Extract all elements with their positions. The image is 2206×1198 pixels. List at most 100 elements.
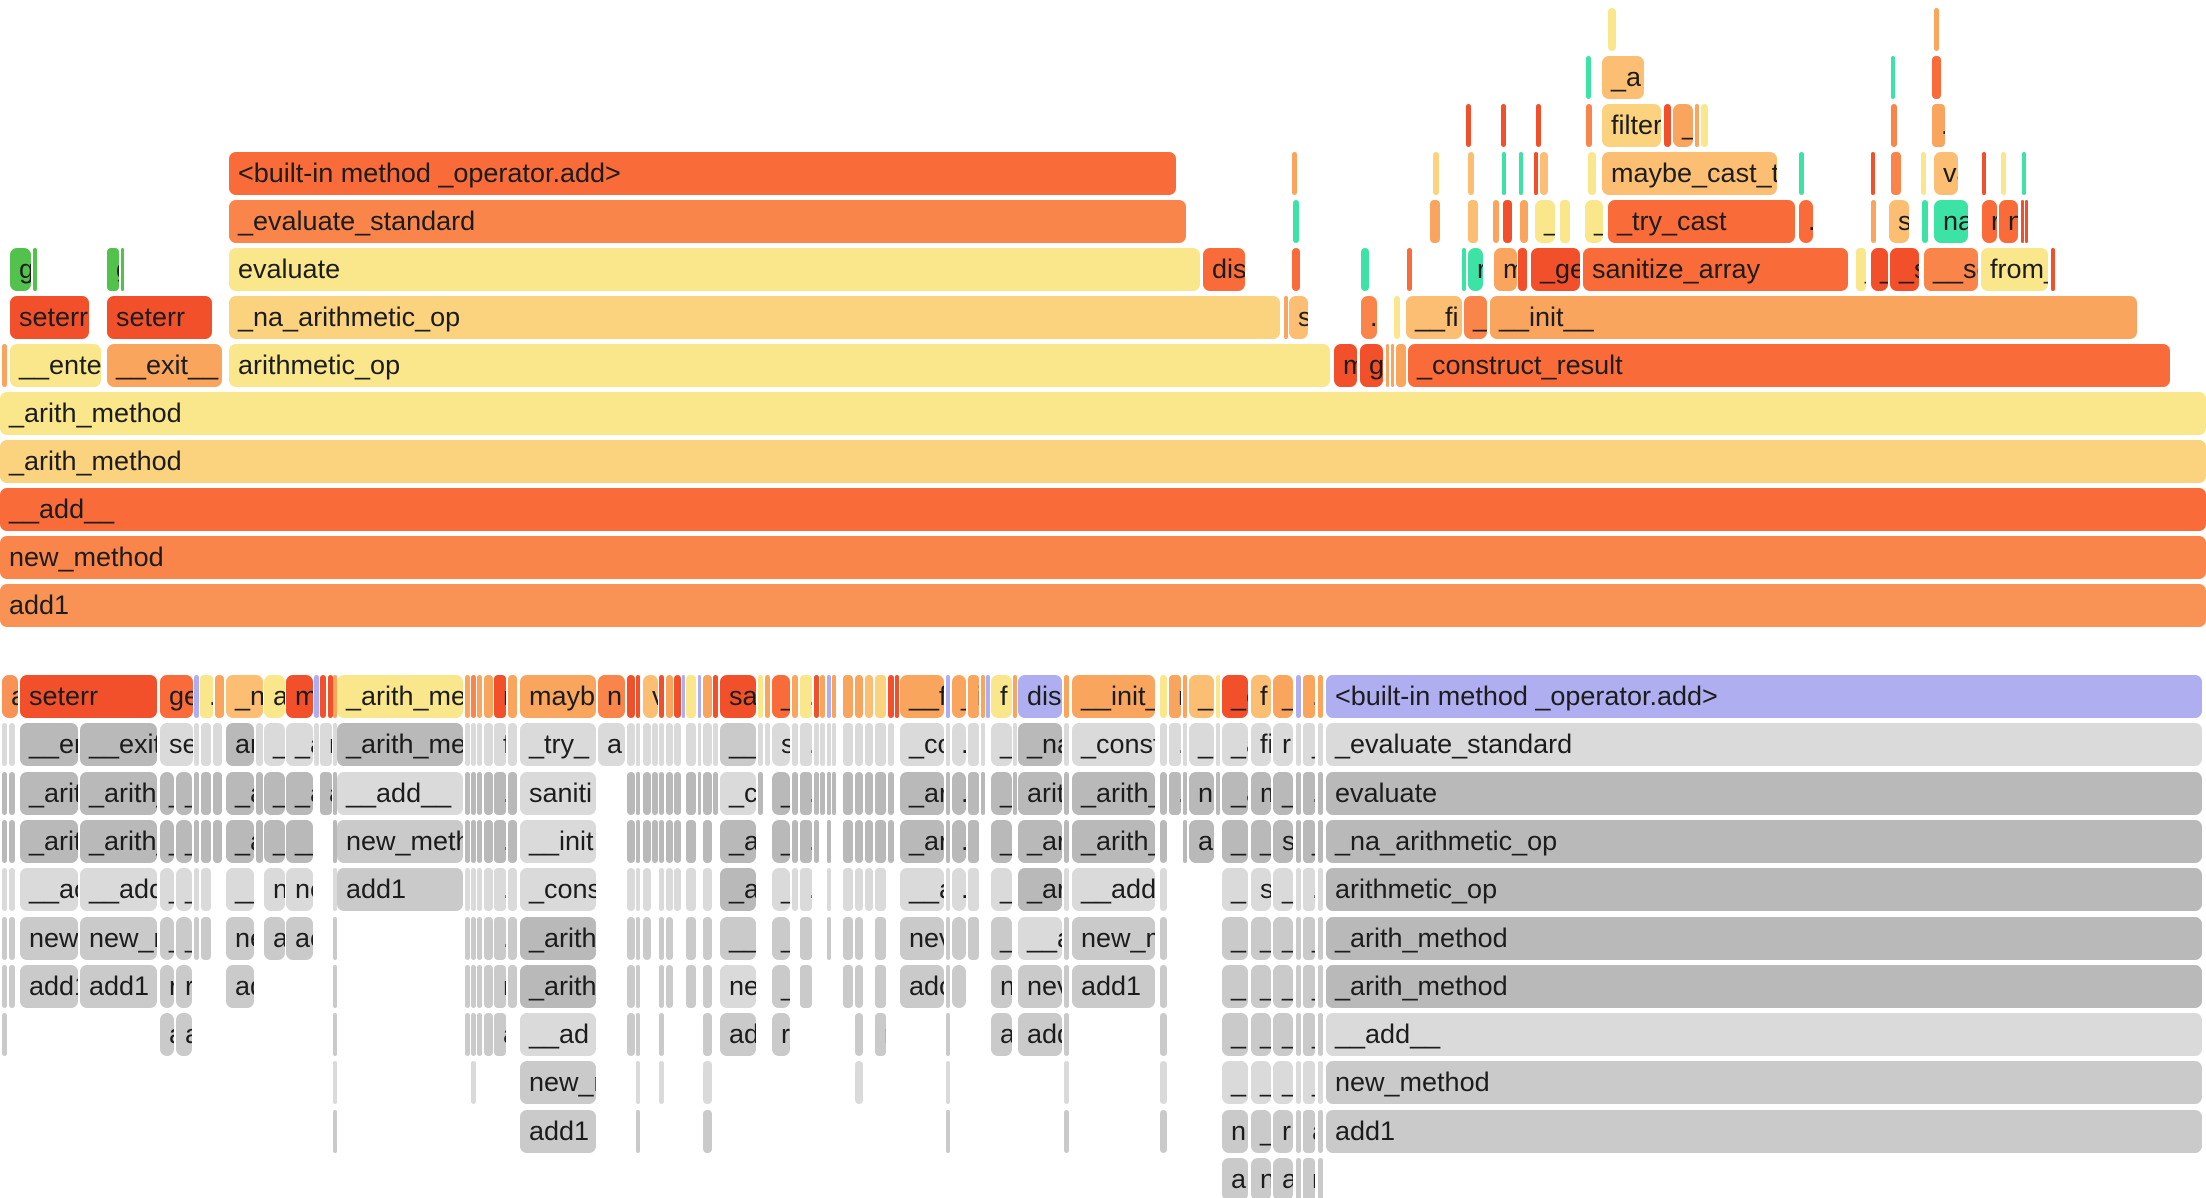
frame-sliver[interactable] (827, 820, 831, 863)
frame-sliver[interactable] (1160, 820, 1167, 863)
frame-sliver[interactable] (477, 868, 482, 911)
frame-sliver[interactable] (1183, 820, 1187, 863)
frame-construct-result[interactable]: _construct_result (1408, 344, 2170, 387)
frame-sliver[interactable] (888, 723, 894, 766)
frame-frame[interactable]: . (213, 772, 222, 815)
frame-a[interactable]: a (494, 1013, 506, 1056)
frame-try-cast[interactable]: _try_cast (1608, 200, 1795, 243)
frame-sliver[interactable] (1296, 1061, 1301, 1104)
frame-r[interactable]: r (1273, 723, 1293, 766)
frame-sliver[interactable] (1588, 152, 1596, 195)
frame-sliver[interactable] (1433, 152, 1439, 195)
frame-sliver[interactable] (1586, 56, 1591, 99)
frame-sliver[interactable] (981, 723, 985, 766)
frame-sliver[interactable] (1296, 1110, 1301, 1153)
frame-ge[interactable]: ge (160, 675, 193, 718)
frame-n[interactable]: n (264, 868, 285, 911)
frame-frame[interactable]: . (686, 723, 696, 766)
frame-sliver[interactable] (865, 820, 873, 863)
frame-sliver[interactable] (314, 675, 319, 718)
frame-sliver[interactable] (1982, 152, 1986, 195)
frame-sliver[interactable] (855, 723, 863, 766)
frame-sliver[interactable] (1318, 723, 1323, 766)
frame-sliver[interactable] (1932, 56, 1941, 99)
frame-sliver[interactable] (820, 723, 825, 766)
frame-sliver[interactable] (765, 723, 770, 766)
frame-add[interactable]: __add (80, 868, 157, 911)
frame-frame[interactable]: . (952, 820, 966, 863)
frame-sliver[interactable] (1462, 248, 1466, 291)
frame-sliver[interactable] (1296, 820, 1301, 863)
frame-a[interactable]: __a (1018, 917, 1062, 960)
frame-add1[interactable]: add1 (337, 868, 463, 911)
frame-sliver[interactable] (508, 965, 517, 1008)
frame-evaluate-standard[interactable]: _evaluate_standard (1326, 723, 2202, 766)
frame-sliver[interactable] (827, 917, 831, 960)
frame-sliver[interactable] (652, 723, 658, 766)
frame-sliver[interactable] (643, 868, 651, 911)
frame-sliver[interactable] (465, 723, 470, 766)
frame-built-in-method-operator-add[interactable]: <built-in method _operator.add> (229, 152, 1176, 195)
frame-frame[interactable]: _ (176, 820, 192, 863)
frame-sliver[interactable] (2, 344, 7, 387)
frame-sliver[interactable] (946, 1061, 950, 1104)
frame-sliver[interactable] (333, 820, 337, 863)
frame-sliver[interactable] (477, 1013, 482, 1056)
frame-sliver[interactable] (194, 772, 199, 815)
frame-sliver[interactable] (814, 723, 819, 766)
frame-se[interactable]: se (160, 723, 193, 766)
frame-frame[interactable]: . (800, 820, 812, 863)
frame-ac[interactable]: __ac (20, 868, 78, 911)
frame-sliver[interactable] (1064, 723, 1069, 766)
frame-a[interactable]: __a (900, 868, 944, 911)
frame-r[interactable]: r (772, 1013, 790, 1056)
frame-sliver[interactable] (1064, 1061, 1069, 1104)
frame-seterr[interactable]: seterr (107, 296, 212, 339)
frame-frame[interactable]: . (1303, 772, 1315, 815)
frame-na[interactable]: _na (1018, 723, 1062, 766)
frame-sliver[interactable] (1430, 200, 1440, 243)
frame-sliver[interactable] (471, 868, 476, 911)
frame-frame[interactable]: . (968, 868, 979, 911)
frame-frame[interactable]: . (666, 772, 673, 815)
frame-a[interactable]: a (991, 1013, 1012, 1056)
frame-new[interactable]: new_ (20, 917, 78, 960)
frame-sliver[interactable] (121, 248, 124, 291)
frame-frame[interactable]: _ (1303, 723, 1315, 766)
frame-adc[interactable]: adc (900, 965, 944, 1008)
frame-ne[interactable]: ne (286, 868, 313, 911)
frame-sliver[interactable] (477, 723, 482, 766)
frame-n[interactable]: n (1303, 1158, 1315, 1198)
frame-add1[interactable]: add1 (80, 965, 157, 1008)
frame-a[interactable]: a (160, 1013, 174, 1056)
frame-frame[interactable]: _ (160, 820, 174, 863)
frame-sliver[interactable] (636, 772, 640, 815)
frame-m[interactable]: m (1334, 344, 1357, 387)
frame-frame[interactable]: _ (1585, 200, 1603, 243)
frame-sliver[interactable] (1391, 344, 1394, 387)
frame-sliver[interactable] (2021, 200, 2024, 243)
frame-sliver[interactable] (888, 675, 894, 718)
frame-sliver[interactable] (986, 675, 990, 718)
frame-sliver[interactable] (758, 675, 763, 718)
frame-sliver[interactable] (333, 868, 337, 911)
frame-frame[interactable]: . (875, 675, 886, 718)
frame-sliver[interactable] (1318, 675, 1323, 718)
frame-a[interactable]: _a (1602, 56, 1644, 99)
frame-sliver[interactable] (1064, 965, 1069, 1008)
frame-sliver[interactable] (703, 772, 712, 815)
frame-sliver[interactable] (636, 820, 640, 863)
frame-sliver[interactable] (843, 917, 853, 960)
frame-frame[interactable]: . (843, 675, 853, 718)
frame-sliver[interactable] (508, 917, 517, 960)
frame-frame[interactable]: . (1303, 675, 1315, 718)
frame-sliver[interactable] (875, 965, 886, 1008)
frame-arit[interactable]: _arit (20, 772, 78, 815)
frame-frame[interactable]: . (494, 772, 506, 815)
frame-sliver[interactable] (643, 820, 651, 863)
frame-ge[interactable]: _ge (1531, 248, 1580, 291)
frame-sliver[interactable] (1160, 1013, 1167, 1056)
frame-sliver[interactable] (2051, 248, 2055, 291)
frame-sliver[interactable] (1296, 772, 1301, 815)
frame-sliver[interactable] (888, 772, 894, 815)
